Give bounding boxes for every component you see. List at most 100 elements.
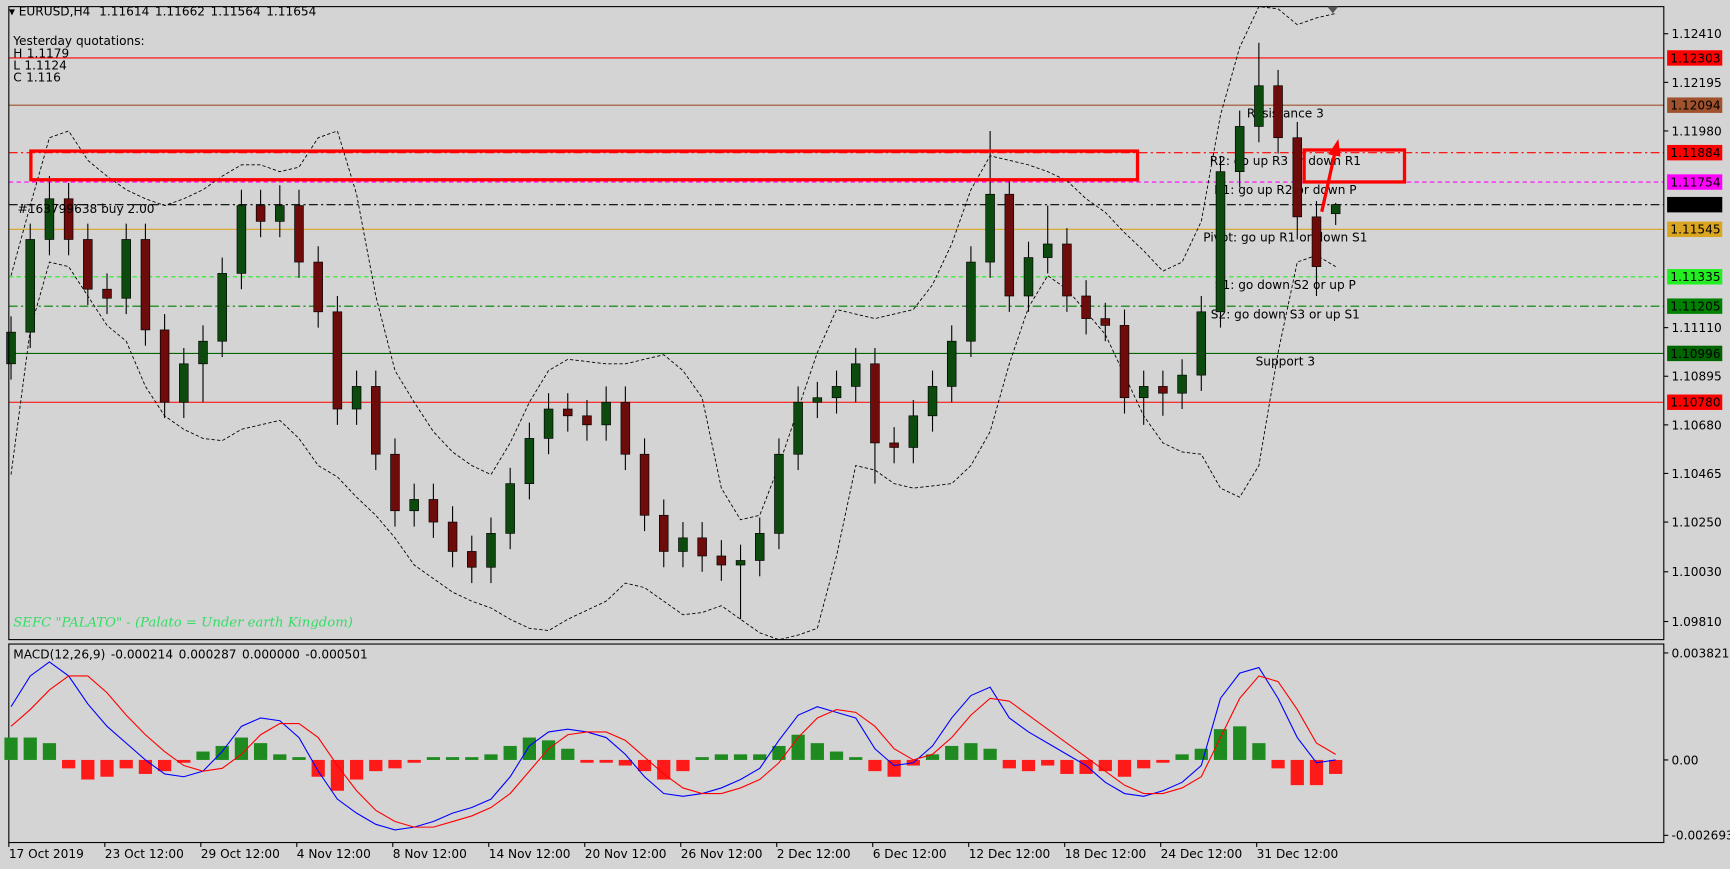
level-price-tag bbox=[1667, 298, 1723, 314]
y-tick-label: -0.002693 bbox=[1672, 829, 1730, 843]
candle-body bbox=[83, 239, 93, 290]
level-price-label: 1.11205 bbox=[1670, 300, 1720, 314]
y-tick-label: 1.12410 bbox=[1672, 27, 1722, 41]
x-tick-label: 23 Oct 12:00 bbox=[105, 847, 184, 861]
candle-body bbox=[159, 329, 170, 403]
arrow-shaft bbox=[1320, 151, 1337, 213]
candle-body bbox=[1273, 85, 1283, 139]
macd-value: -0.000501 bbox=[305, 647, 367, 661]
y-tick-label: 1.10030 bbox=[1672, 565, 1722, 579]
macd-histogram-bar bbox=[676, 759, 690, 772]
candle-body bbox=[966, 261, 976, 342]
candle-body bbox=[390, 453, 400, 512]
candle-body bbox=[371, 386, 381, 455]
candle-body bbox=[409, 499, 419, 512]
level-text: Support 3 bbox=[1256, 355, 1316, 369]
candle-body bbox=[850, 363, 861, 387]
macd-histogram-bar bbox=[580, 759, 594, 763]
x-tick-label: 14 Nov 12:00 bbox=[489, 847, 571, 861]
macd-histogram-bar bbox=[522, 737, 536, 760]
macd-histogram-bar bbox=[23, 737, 37, 760]
candle-body bbox=[678, 537, 688, 552]
macd-histogram-bar bbox=[426, 757, 441, 760]
candle-body bbox=[25, 239, 35, 333]
candle-body bbox=[121, 239, 131, 299]
macd-histogram-bar bbox=[1213, 729, 1228, 760]
macd-histogram-bar bbox=[1021, 759, 1036, 772]
macd-histogram-bar bbox=[484, 754, 498, 760]
level-text: R2: go up R3 or down R1 bbox=[1210, 154, 1361, 168]
macd-histogram-bar bbox=[349, 759, 364, 780]
yesterday-high: H 1.1179 bbox=[13, 46, 69, 60]
macd-histogram-bar bbox=[829, 751, 844, 760]
menu-arrow: ▾ bbox=[9, 4, 19, 18]
macd-histogram-bar bbox=[695, 757, 709, 760]
x-tick-label: 6 Dec 12:00 bbox=[873, 847, 947, 861]
candle-body bbox=[601, 401, 611, 426]
y-tick-label: 1.11110 bbox=[1672, 321, 1722, 335]
header-open: 1.11614 bbox=[99, 4, 149, 18]
bollinger-upper bbox=[10, 6, 1336, 521]
label: L bbox=[13, 58, 20, 72]
candle-body bbox=[140, 239, 151, 331]
candle-body bbox=[659, 514, 669, 552]
header-high: 1.11662 bbox=[155, 4, 205, 18]
candle-body bbox=[812, 397, 823, 403]
candle-body bbox=[1196, 311, 1207, 376]
candle-body bbox=[505, 483, 515, 534]
header-low: 1.11564 bbox=[211, 4, 261, 18]
candle-body bbox=[946, 340, 957, 387]
level-text: S2: go down S3 or up S1 bbox=[1211, 307, 1360, 321]
macd-histogram-bar bbox=[1290, 759, 1304, 786]
macd-histogram-bar bbox=[330, 759, 345, 791]
macd-histogram-bar bbox=[637, 759, 652, 772]
candle-body bbox=[44, 198, 55, 240]
candle-body bbox=[716, 555, 727, 566]
macd-histogram-bar bbox=[1060, 759, 1074, 774]
candle-body bbox=[1215, 171, 1226, 313]
macd-histogram-bar bbox=[157, 759, 172, 772]
x-tick-label: 31 Dec 12:00 bbox=[1257, 847, 1339, 861]
macd-title: MACD(12,26,9) bbox=[13, 647, 105, 661]
level-price-label: 1.11335 bbox=[1670, 270, 1720, 284]
candle-body bbox=[774, 453, 784, 534]
candle-body bbox=[179, 363, 189, 403]
x-tick-label: 24 Dec 12:00 bbox=[1161, 847, 1243, 861]
yesterday-close: C 1.116 bbox=[13, 71, 61, 85]
macd-histogram-bar bbox=[42, 743, 57, 760]
candle-body bbox=[294, 205, 304, 263]
watermark: SEFC "PALATO" - (Palato = Under earth Ki… bbox=[13, 615, 353, 630]
candle-body bbox=[908, 415, 919, 448]
macd-histogram-bar bbox=[1098, 759, 1112, 772]
macd-histogram-bar bbox=[1002, 759, 1016, 769]
level-price-tag bbox=[1667, 269, 1723, 285]
candle-body bbox=[1254, 85, 1264, 127]
value: 1.1124 bbox=[24, 58, 67, 72]
level-price-tag bbox=[1667, 221, 1723, 238]
macd-histogram-bar bbox=[964, 743, 978, 760]
macd-histogram-bar bbox=[791, 734, 805, 760]
macd-histogram-bar bbox=[753, 754, 767, 760]
candle-body bbox=[1234, 126, 1245, 172]
candle-body bbox=[927, 386, 938, 417]
candle-body bbox=[102, 288, 112, 299]
macd-histogram-bar bbox=[849, 757, 863, 760]
yesterday-low: L 1.1124 bbox=[13, 58, 67, 72]
candle-body bbox=[1081, 295, 1091, 319]
level-price-label: 1.11754 bbox=[1670, 175, 1720, 189]
y-tick-label: 1.10680 bbox=[1672, 418, 1722, 432]
label: H bbox=[13, 46, 22, 60]
symbol: EURUSD,H4 bbox=[19, 4, 91, 18]
candle-body bbox=[985, 193, 995, 263]
x-tick-label: 8 Nov 12:00 bbox=[393, 847, 467, 861]
macd-histogram-bar bbox=[100, 759, 114, 777]
x-tick-label: 4 Nov 12:00 bbox=[297, 847, 371, 861]
candle-body bbox=[428, 499, 439, 523]
macd-histogram-bar bbox=[1271, 759, 1285, 769]
x-tick-label: 17 Oct 2019 bbox=[9, 847, 84, 861]
value: 1.116 bbox=[26, 71, 61, 85]
candle-body bbox=[831, 386, 842, 399]
candle-body bbox=[754, 533, 765, 561]
candle-body bbox=[735, 560, 746, 566]
